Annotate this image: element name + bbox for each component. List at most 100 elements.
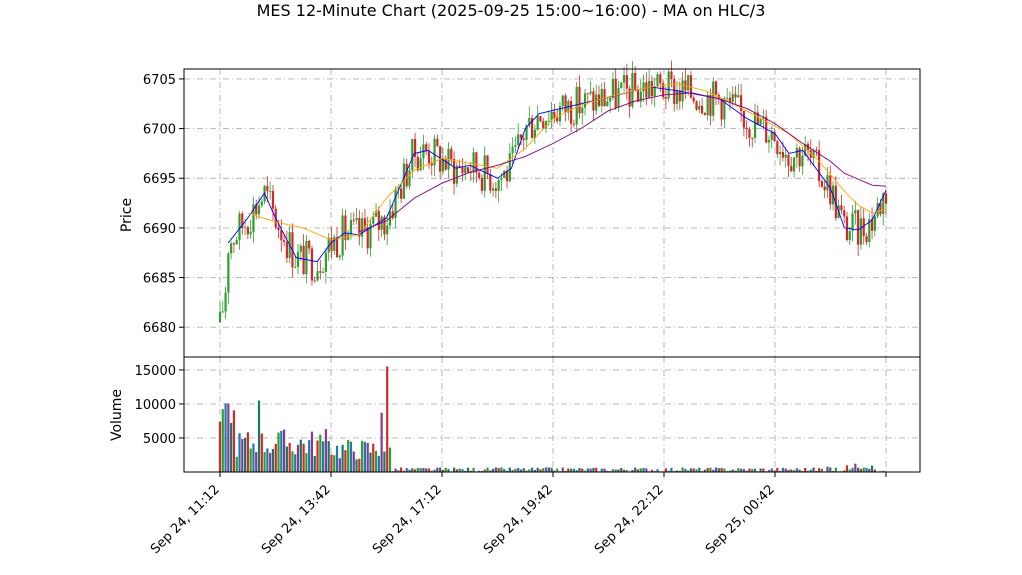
volume-bar	[567, 468, 570, 472]
volume-bar	[600, 468, 603, 472]
candle-body	[818, 150, 821, 182]
volume-bar	[762, 468, 765, 472]
volume-bar	[333, 455, 336, 472]
candle-body	[491, 188, 495, 191]
candle-body	[296, 251, 300, 267]
volume-bar	[369, 452, 372, 472]
volume-bar	[486, 467, 489, 472]
candle-body	[341, 215, 344, 256]
candle-body	[277, 227, 280, 230]
candle-body	[561, 95, 564, 107]
candle-body	[352, 219, 355, 221]
volume-bar	[330, 454, 333, 472]
candle-body	[723, 98, 726, 120]
candle-body	[489, 173, 492, 191]
volume-bar	[489, 470, 492, 472]
candle-body	[650, 80, 654, 97]
volume-bar	[466, 467, 470, 472]
volume-bar	[503, 468, 506, 472]
volume-bar	[720, 467, 723, 472]
candle-body	[759, 118, 762, 125]
candle-body	[464, 167, 467, 174]
candle-body	[712, 81, 715, 116]
candle-body	[550, 112, 553, 121]
candle-body	[282, 240, 286, 242]
candle-body	[252, 204, 255, 232]
candle-body	[731, 94, 734, 102]
candle-body	[681, 80, 684, 102]
candle-body	[742, 110, 745, 128]
volume-bar	[425, 468, 428, 472]
volume-bar	[388, 447, 392, 472]
volume-bar	[405, 468, 408, 472]
candle-body	[377, 211, 380, 230]
candle-body	[748, 129, 751, 138]
candle-body	[500, 177, 503, 180]
candle-body	[636, 89, 640, 102]
candle-body	[260, 201, 263, 206]
volume-bar	[684, 468, 687, 472]
volume-bar	[882, 470, 885, 472]
candle-body	[823, 186, 826, 191]
candle-body	[525, 125, 528, 141]
price-tick-label: 6700	[143, 123, 176, 138]
volume-bar	[589, 468, 592, 472]
candle-body	[625, 75, 628, 89]
volume-bar	[854, 463, 857, 472]
volume-bar	[266, 448, 269, 472]
candle-body	[854, 210, 857, 214]
candle-body	[322, 271, 325, 273]
volume-bar	[525, 470, 528, 472]
volume-bar	[455, 469, 458, 472]
volume-bar	[712, 469, 715, 472]
volume-bar	[494, 467, 497, 472]
volume-bar	[458, 468, 461, 472]
candle-body	[255, 204, 258, 215]
volume-bar	[411, 468, 414, 472]
moving-average-line	[358, 92, 887, 233]
candle-body	[338, 255, 341, 258]
volume-bar	[575, 470, 578, 472]
volume-bar	[564, 470, 567, 472]
volume-bar	[581, 468, 584, 472]
volume-bar	[650, 469, 654, 472]
candle-body	[728, 97, 732, 102]
volume-bar	[352, 451, 355, 472]
volume-bar	[383, 451, 386, 472]
candle-body	[280, 229, 283, 241]
candle-body	[299, 245, 302, 252]
volume-bar	[664, 468, 667, 472]
volume-bar	[500, 467, 503, 472]
candle-body	[238, 213, 241, 240]
volume-bar	[753, 468, 757, 472]
candle-body	[330, 237, 333, 251]
price-panel: 6680 6685 6690 6695 6700 6705 Price	[119, 60, 921, 358]
candle-body	[703, 113, 706, 116]
volume-bar	[843, 470, 846, 472]
candle-body	[466, 167, 470, 173]
volume-bar	[355, 459, 358, 472]
volume-bar	[681, 467, 684, 472]
candle-body	[266, 185, 269, 192]
chart-title: MES 12-Minute Chart (2025-09-25 15:00~16…	[257, 1, 766, 20]
candle-body	[391, 211, 394, 218]
candle-body	[698, 105, 701, 110]
volume-bar	[798, 469, 801, 472]
volume-bar	[767, 470, 771, 472]
volume-bar	[857, 467, 860, 472]
candle-body	[539, 116, 542, 122]
volume-bar	[291, 451, 294, 472]
candle-body	[840, 205, 843, 211]
volume-bar	[737, 468, 740, 472]
volume-bar	[717, 468, 720, 472]
volume-bar	[294, 454, 297, 472]
candle-body	[319, 271, 322, 273]
candle-body	[327, 237, 330, 253]
volume-bar	[820, 468, 824, 472]
candle-body	[809, 150, 812, 158]
price-tick-label: 6685	[143, 272, 176, 287]
candle-body	[859, 218, 863, 245]
candle-body	[361, 218, 364, 237]
candle-body	[461, 167, 464, 174]
volume-bar	[319, 434, 322, 472]
